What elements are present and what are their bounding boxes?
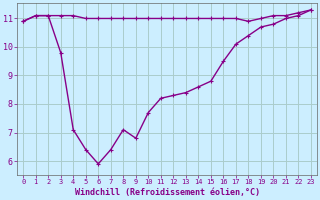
X-axis label: Windchill (Refroidissement éolien,°C): Windchill (Refroidissement éolien,°C) — [75, 188, 260, 197]
